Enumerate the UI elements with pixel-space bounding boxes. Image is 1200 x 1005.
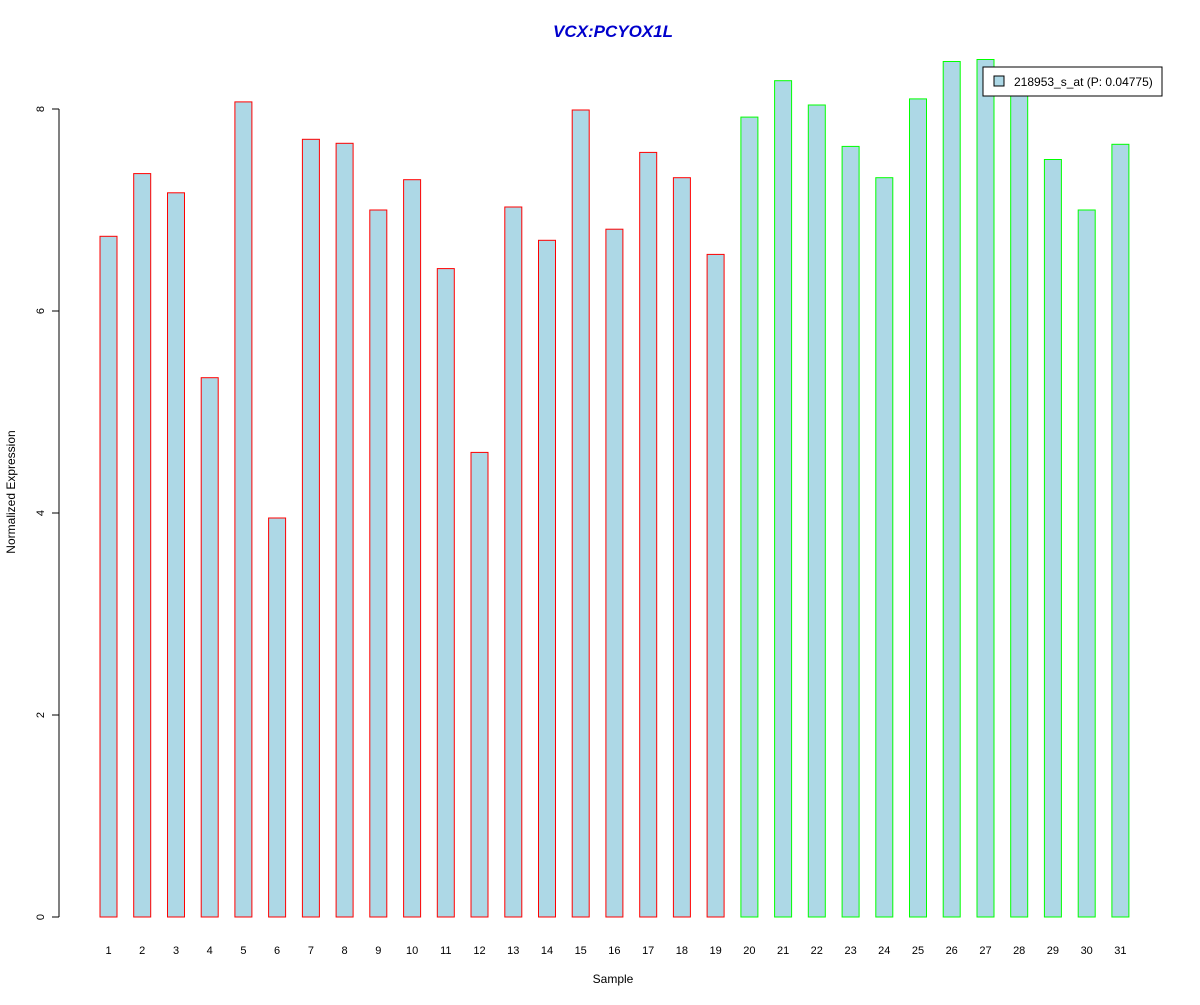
x-tick-label-31: 31 bbox=[1114, 945, 1126, 957]
x-tick-label-1: 1 bbox=[105, 945, 111, 957]
legend-label: 218953_s_at (P: 0.04775) bbox=[1014, 75, 1153, 89]
x-tick-label-17: 17 bbox=[642, 945, 654, 957]
bar-sample-8 bbox=[335, 142, 354, 918]
bars-group bbox=[99, 59, 1130, 918]
bar-sample-17 bbox=[639, 151, 658, 918]
x-tick-label-7: 7 bbox=[308, 945, 314, 957]
x-tick-label-4: 4 bbox=[207, 945, 213, 957]
bar-sample-21 bbox=[774, 80, 793, 918]
bar-sample-28 bbox=[1010, 87, 1029, 918]
bar-sample-26 bbox=[942, 61, 961, 918]
x-tick-label-30: 30 bbox=[1081, 945, 1093, 957]
y-tick-label-0: 0 bbox=[35, 914, 47, 920]
x-tick-label-16: 16 bbox=[608, 945, 620, 957]
x-tick-label-25: 25 bbox=[912, 945, 924, 957]
x-tick-label-12: 12 bbox=[473, 945, 485, 957]
bar-sample-25 bbox=[909, 98, 927, 918]
bar-sample-9 bbox=[369, 209, 388, 918]
bar-sample-14 bbox=[538, 239, 556, 918]
chart-title: VCX:PCYOX1L bbox=[553, 22, 673, 41]
x-tick-label-11: 11 bbox=[440, 945, 451, 957]
bar-sample-22 bbox=[807, 104, 826, 918]
bar-sample-20 bbox=[740, 116, 759, 918]
bar-sample-31 bbox=[1111, 143, 1130, 918]
y-tick-label-2: 2 bbox=[35, 712, 47, 718]
x-tick-label-10: 10 bbox=[406, 945, 418, 957]
x-tick-label-24: 24 bbox=[878, 945, 890, 957]
bar-sample-1 bbox=[99, 235, 118, 918]
x-tick-label-8: 8 bbox=[342, 945, 348, 957]
x-tick-label-19: 19 bbox=[709, 945, 721, 957]
bar-sample-4 bbox=[200, 377, 219, 918]
bar-sample-27 bbox=[976, 59, 995, 918]
legend-swatch bbox=[993, 75, 1005, 87]
x-tick-label-20: 20 bbox=[743, 945, 755, 957]
bar-sample-23 bbox=[841, 145, 860, 918]
x-tick-label-2: 2 bbox=[139, 945, 145, 957]
bar-sample-19 bbox=[706, 253, 725, 918]
legend-box bbox=[982, 66, 1163, 97]
x-tick-label-18: 18 bbox=[676, 945, 688, 957]
x-tick-label-9: 9 bbox=[375, 945, 381, 957]
x-tick-label-22: 22 bbox=[811, 945, 823, 957]
x-tick-label-3: 3 bbox=[173, 945, 179, 957]
x-tick-label-5: 5 bbox=[240, 945, 246, 957]
x-tick-labels: 1 2 3 4 5 6 7 8 9 10 11 12 13 14 15 16 17 18 19 20 21 22 23 24 2… bbox=[105, 945, 1126, 957]
x-tick-label-23: 23 bbox=[844, 945, 856, 957]
x-tick-label-13: 13 bbox=[507, 945, 519, 957]
y-tick-label-8: 8 bbox=[35, 106, 47, 112]
x-tick-label-21: 21 bbox=[777, 945, 789, 957]
bar-sample-13 bbox=[504, 206, 523, 918]
x-tick-label-14: 14 bbox=[541, 945, 553, 957]
bar-sample-5 bbox=[234, 101, 253, 918]
bar-sample-24 bbox=[875, 177, 894, 918]
bar-sample-16 bbox=[605, 228, 624, 918]
bar-sample-10 bbox=[403, 179, 422, 918]
bar-sample-29 bbox=[1043, 159, 1062, 918]
bar-sample-30 bbox=[1077, 209, 1096, 918]
bar-sample-6 bbox=[268, 517, 287, 918]
y-tick-label-4: 4 bbox=[35, 510, 47, 516]
x-tick-label-15: 15 bbox=[575, 945, 587, 957]
y-axis: 0 2 4 6 8 bbox=[35, 106, 60, 920]
x-tick-label-29: 29 bbox=[1047, 945, 1059, 957]
bar-sample-18 bbox=[672, 177, 691, 918]
x-tick-label-6: 6 bbox=[274, 945, 280, 957]
bar-sample-12 bbox=[470, 451, 489, 918]
x-axis-label: Sample bbox=[593, 972, 634, 986]
bar-sample-2 bbox=[133, 173, 152, 918]
y-tick-label-6: 6 bbox=[35, 308, 47, 314]
x-tick-label-27: 27 bbox=[979, 945, 991, 957]
bar-sample-3 bbox=[167, 192, 185, 918]
bar-sample-15 bbox=[571, 109, 590, 918]
x-tick-label-26: 26 bbox=[946, 945, 958, 957]
y-axis-label: Normalized Expression bbox=[4, 430, 18, 553]
legend: 218953_s_at (P: 0.04775) bbox=[982, 66, 1163, 97]
bar-sample-7 bbox=[301, 138, 320, 918]
bar-sample-11 bbox=[436, 268, 455, 918]
x-tick-label-28: 28 bbox=[1013, 945, 1025, 957]
